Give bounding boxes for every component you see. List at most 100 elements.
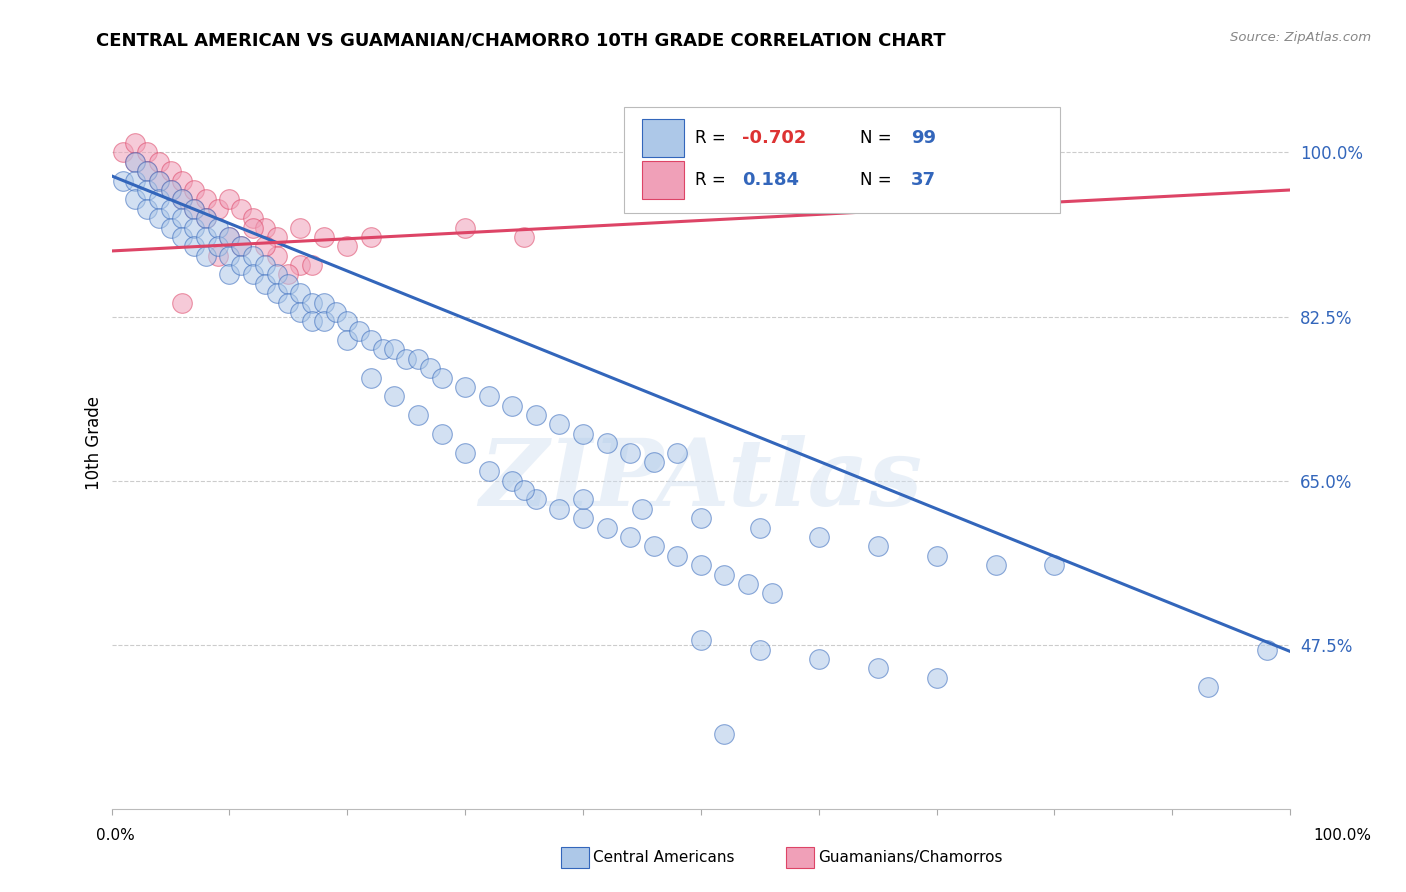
Point [548, 501, 571, 516]
Point [207, 220, 229, 235]
Point [218, 268, 240, 282]
Point [290, 305, 312, 319]
Text: 0.184: 0.184 [742, 171, 799, 189]
Text: 37: 37 [911, 171, 935, 189]
Point [713, 567, 735, 582]
Point [183, 202, 205, 216]
Point [172, 295, 194, 310]
Point [513, 483, 536, 497]
Point [172, 193, 194, 207]
Point [430, 370, 453, 384]
Point [207, 249, 229, 263]
Point [266, 230, 288, 244]
Y-axis label: 10th Grade: 10th Grade [86, 396, 103, 491]
Point [290, 258, 312, 272]
Text: CENTRAL AMERICAN VS GUAMANIAN/CHAMORRO 10TH GRADE CORRELATION CHART: CENTRAL AMERICAN VS GUAMANIAN/CHAMORRO 1… [96, 31, 945, 49]
FancyBboxPatch shape [643, 161, 685, 199]
Point [207, 202, 229, 216]
Point [761, 586, 783, 600]
Point [124, 136, 146, 150]
Point [136, 164, 159, 178]
Point [301, 258, 323, 272]
Point [360, 230, 382, 244]
Text: -0.702: -0.702 [742, 129, 807, 147]
Point [748, 521, 770, 535]
Point [172, 230, 194, 244]
Point [312, 314, 335, 328]
Point [159, 164, 181, 178]
Point [136, 164, 159, 178]
Point [395, 351, 418, 366]
Text: Guamanians/Chamorros: Guamanians/Chamorros [818, 850, 1002, 864]
Point [430, 426, 453, 441]
Point [124, 154, 146, 169]
Point [371, 343, 394, 357]
Point [1043, 558, 1066, 573]
Point [183, 239, 205, 253]
Point [136, 183, 159, 197]
Point [501, 474, 523, 488]
Point [183, 202, 205, 216]
Point [218, 230, 240, 244]
Text: R =: R = [695, 129, 731, 147]
Point [301, 295, 323, 310]
Point [242, 220, 264, 235]
Point [194, 230, 217, 244]
Point [266, 286, 288, 301]
Point [384, 343, 406, 357]
Point [231, 202, 253, 216]
Point [336, 314, 359, 328]
Point [231, 239, 253, 253]
Point [136, 202, 159, 216]
Point [619, 445, 641, 459]
Text: Source: ZipAtlas.com: Source: ZipAtlas.com [1230, 31, 1371, 45]
Point [194, 211, 217, 226]
Point [572, 492, 595, 507]
Point [360, 333, 382, 347]
Point [419, 361, 441, 376]
Point [666, 549, 689, 563]
Text: N =: N = [860, 171, 897, 189]
Point [866, 540, 889, 554]
Point [478, 464, 501, 478]
Point [242, 249, 264, 263]
Point [1197, 680, 1219, 694]
Text: ZIPAtlas: ZIPAtlas [479, 434, 922, 524]
Point [524, 492, 547, 507]
Point [112, 173, 135, 187]
Point [183, 183, 205, 197]
Point [172, 211, 194, 226]
Point [194, 211, 217, 226]
Point [748, 642, 770, 657]
Point [231, 239, 253, 253]
Point [312, 230, 335, 244]
Point [572, 426, 595, 441]
Point [253, 258, 276, 272]
Point [277, 295, 299, 310]
Point [737, 577, 759, 591]
Point [172, 193, 194, 207]
Point [112, 145, 135, 160]
Text: 0.0%: 0.0% [96, 828, 135, 843]
Point [218, 230, 240, 244]
Point [124, 173, 146, 187]
Point [347, 324, 370, 338]
Point [148, 211, 170, 226]
Point [631, 501, 654, 516]
Point [253, 277, 276, 291]
Point [524, 408, 547, 422]
Point [148, 193, 170, 207]
Point [1256, 642, 1278, 657]
Text: N =: N = [860, 129, 897, 147]
Point [501, 399, 523, 413]
Point [159, 220, 181, 235]
Point [194, 249, 217, 263]
Point [253, 239, 276, 253]
Point [595, 436, 617, 450]
Text: 100.0%: 100.0% [1313, 828, 1371, 843]
Point [194, 193, 217, 207]
Point [690, 511, 713, 525]
Point [277, 277, 299, 291]
Point [360, 370, 382, 384]
FancyBboxPatch shape [643, 120, 685, 157]
